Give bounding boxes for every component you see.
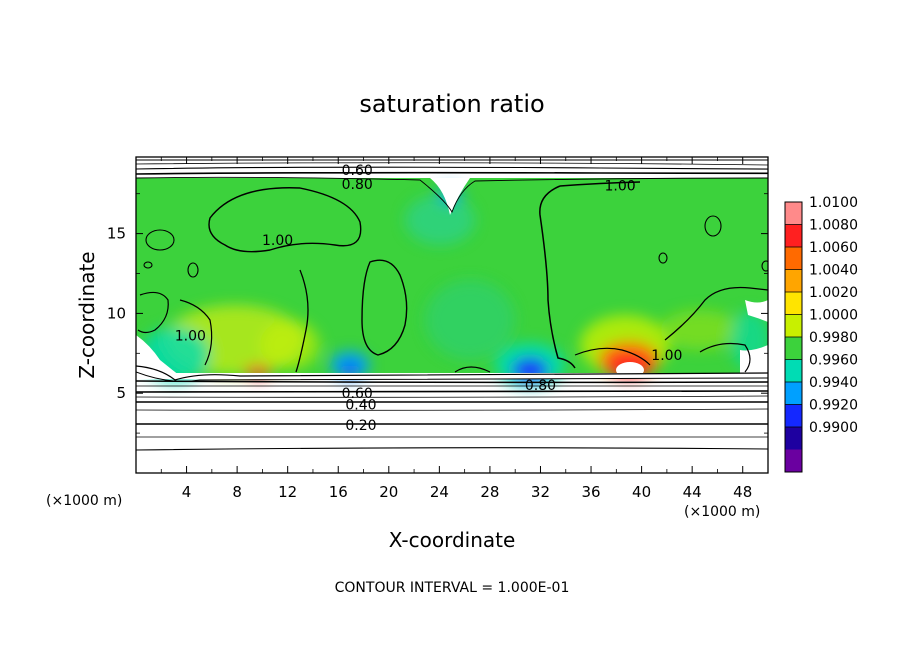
colorbar-label: 0.9920 xyxy=(809,398,858,414)
x-axis-unit: (×1000 m) xyxy=(684,504,760,520)
x-tick-label: 40 xyxy=(632,483,651,501)
y-axis-unit: (×1000 m) xyxy=(46,493,122,509)
contour-line xyxy=(136,395,768,398)
colorbar-label: 0.9940 xyxy=(809,375,858,391)
y-axis-ticks: 5 10 15 xyxy=(107,193,768,434)
contour-line xyxy=(136,447,768,451)
colorbar-swatch xyxy=(785,404,802,427)
contour-label: 0.80 xyxy=(342,177,373,193)
colorbar-label: 1.0060 xyxy=(809,240,858,256)
chart-title: saturation ratio xyxy=(359,90,544,118)
contour-line xyxy=(145,229,175,251)
colorbar-label: 0.9980 xyxy=(809,330,858,346)
x-axis-ticks: 4 8 12 16 20 24 28 32 36 40 44 48 xyxy=(160,157,752,501)
subsaturated-patch xyxy=(430,178,470,215)
colorbar-label: 0.9900 xyxy=(809,420,858,436)
contour-line xyxy=(136,176,768,214)
contour-line xyxy=(295,269,309,373)
colorbar-swatch xyxy=(785,269,802,292)
contour-line xyxy=(664,286,768,341)
colorbar-swatch xyxy=(785,359,802,382)
colorbar-swatch xyxy=(785,427,802,450)
contour-label: 0.60 xyxy=(342,386,373,402)
contour-label: 1.00 xyxy=(175,329,206,345)
contour-lines xyxy=(136,159,768,451)
colorbar-swatch xyxy=(785,337,802,360)
contour-line xyxy=(454,366,491,373)
x-tick-label: 32 xyxy=(531,483,550,501)
field-patch xyxy=(260,320,320,370)
colorbar-label: 1.0040 xyxy=(809,263,858,279)
contour-label: 0.60 xyxy=(342,163,373,179)
x-tick-label: 44 xyxy=(683,483,702,501)
plot-field: 0.600.80 1.001.001.001.000.800.600.400.20 xyxy=(136,157,768,473)
colorbar-swatch xyxy=(785,247,802,270)
contour-line xyxy=(136,171,768,175)
x-tick-label: 28 xyxy=(480,483,499,501)
y-tick-label: 15 xyxy=(107,225,126,243)
colorbar-swatch xyxy=(785,382,802,405)
contour-line xyxy=(136,380,768,384)
contour-line xyxy=(574,347,651,366)
contour-line xyxy=(136,390,768,393)
x-tick-label: 8 xyxy=(232,483,242,501)
contour-label: 1.00 xyxy=(651,348,682,364)
contour-labels: 0.600.80 1.001.001.001.000.800.600.400.20 xyxy=(175,163,683,434)
contour-interval-text: CONTOUR INTERVAL = 1.000E-01 xyxy=(335,580,570,596)
field-patch xyxy=(425,280,515,360)
contour-line xyxy=(704,215,722,237)
colorbar-swatch xyxy=(785,292,802,315)
y-axis-label: Z-coordinate xyxy=(75,251,99,378)
field-patch xyxy=(660,310,740,350)
x-tick-label: 48 xyxy=(733,483,752,501)
contour-line xyxy=(361,259,408,356)
x-tick-label: 16 xyxy=(329,483,348,501)
contour-line xyxy=(137,291,169,334)
subsaturated-band xyxy=(136,373,768,379)
contour-label: 1.00 xyxy=(605,179,636,195)
contour-label: 1.00 xyxy=(262,233,293,249)
contour-line xyxy=(143,261,153,269)
colorbar-swatch xyxy=(785,449,802,472)
contour-line xyxy=(187,262,199,278)
colorbar-swatch xyxy=(785,224,802,247)
contour-line xyxy=(136,422,768,425)
contour-line xyxy=(136,408,768,411)
contour-label: 0.80 xyxy=(525,378,556,394)
contour-line xyxy=(658,252,668,264)
contour-line xyxy=(208,187,362,253)
colorbar-swatch xyxy=(785,314,802,337)
subsaturated-patch xyxy=(745,300,768,322)
contour-line xyxy=(136,400,768,403)
x-axis-label: X-coordinate xyxy=(389,528,516,552)
colorbar-label: 1.0000 xyxy=(809,308,858,324)
contour-line xyxy=(761,260,768,272)
contour-line xyxy=(136,365,768,381)
x-tick-label: 20 xyxy=(379,483,398,501)
contour-line xyxy=(179,299,213,366)
y-tick-label: 5 xyxy=(116,384,126,402)
field-patch xyxy=(405,195,475,245)
contour-line xyxy=(136,166,768,170)
y-tick-label: 10 xyxy=(107,304,126,322)
contour-line xyxy=(539,181,641,369)
x-tick-label: 24 xyxy=(430,483,449,501)
colorbar-label: 1.0100 xyxy=(809,195,858,211)
colorbar: 1.0100 1.0080 1.0060 1.0040 1.0020 1.0000 0.99… xyxy=(784,195,858,473)
colorbar-label: 1.0080 xyxy=(809,218,858,234)
x-tick-label: 4 xyxy=(182,483,192,501)
plot-frame xyxy=(135,156,769,474)
colorbar-swatch xyxy=(785,202,802,225)
contour-line xyxy=(136,162,768,166)
x-tick-label: 36 xyxy=(581,483,600,501)
contour-label: 0.20 xyxy=(345,418,376,434)
x-tick-label: 12 xyxy=(278,483,297,501)
contour-label: 0.40 xyxy=(345,397,376,413)
contour-line xyxy=(699,342,751,373)
colorbar-label: 1.0020 xyxy=(809,285,858,301)
subsaturated-patch xyxy=(136,335,180,376)
colorbar-label: 0.9960 xyxy=(809,353,858,369)
